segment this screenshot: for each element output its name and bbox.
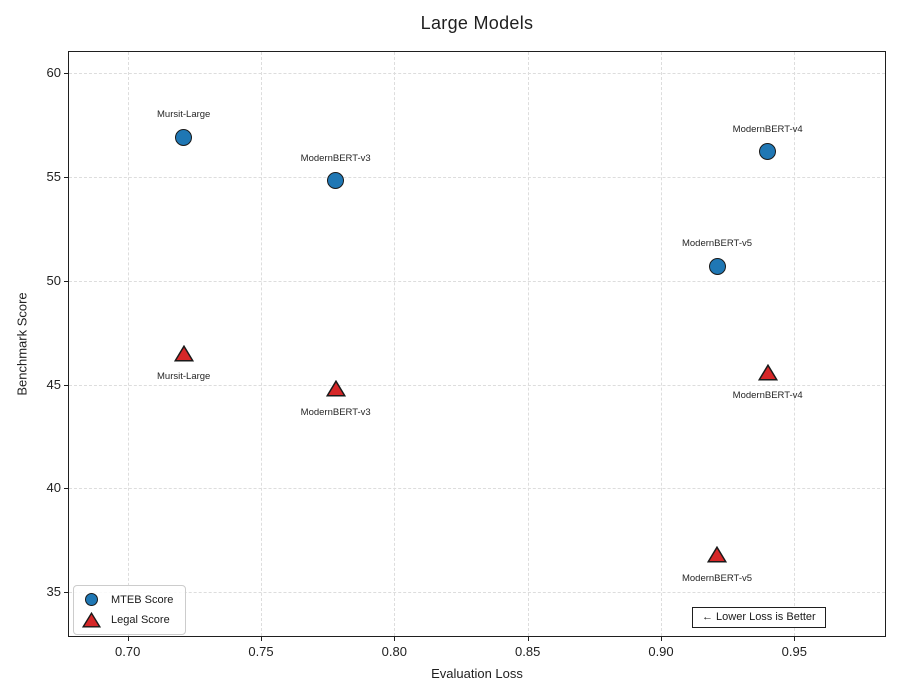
gridline-horizontal <box>69 592 885 594</box>
y-tick-mark <box>64 280 68 282</box>
x-tick-label: 0.80 <box>381 644 407 659</box>
triangle-marker-icon <box>81 611 102 628</box>
scatter-point-triangle <box>706 546 728 563</box>
gridline-horizontal <box>69 488 885 490</box>
scatter-point-circle <box>327 172 345 190</box>
point-label: ModernBERT-v4 <box>732 390 803 402</box>
gridline-vertical <box>394 52 396 636</box>
point-label: ModernBERT-v5 <box>681 238 753 250</box>
y-tick-label: 45 <box>46 376 61 392</box>
point-label: Mursit-Large <box>157 371 211 383</box>
legend: MTEB Score Legal Score <box>73 585 187 635</box>
plot-area: Mursit-Large ModernBERT-v3 ModernBERT-v4 Mo… <box>68 51 886 637</box>
legend-label: MTEB Score <box>111 593 174 606</box>
scatter-point-circle <box>759 143 777 161</box>
circle-marker-icon <box>85 593 98 606</box>
legend-item-legal-score: Legal Score <box>81 610 173 629</box>
y-tick-mark <box>64 488 68 490</box>
y-tick-mark <box>64 592 68 594</box>
scatter-point-triangle <box>173 344 194 362</box>
point-label: ModernBERT-v5 <box>681 572 753 584</box>
x-tick-mark <box>261 637 262 641</box>
gridline-horizontal <box>69 72 885 74</box>
y-tick-mark <box>64 72 68 74</box>
legend-label: Legal Score <box>111 613 170 626</box>
y-tick-mark <box>64 176 68 178</box>
scatter-point-triangle <box>325 379 346 397</box>
gridline-vertical <box>127 52 129 636</box>
x-tick-label: 0.90 <box>648 644 674 659</box>
x-axis-label: Evaluation Loss <box>431 666 523 681</box>
gridline-horizontal <box>69 280 885 282</box>
scatter-point-circle <box>708 257 726 275</box>
y-tick-label: 50 <box>46 272 61 288</box>
point-label: ModernBERT-v4 <box>732 123 803 135</box>
x-tick-mark <box>127 637 129 641</box>
scatter-point-circle <box>175 128 193 146</box>
x-tick-mark <box>527 637 529 641</box>
x-tick-mark <box>794 637 796 641</box>
point-label: Mursit-Large <box>157 109 211 121</box>
point-label: ModernBERT-v3 <box>300 152 371 164</box>
legend-item-mteb-score: MTEB Score <box>82 590 173 609</box>
lower-loss-annotation: ← Lower Loss is Better <box>692 607 826 628</box>
y-tick-label: 55 <box>46 168 61 184</box>
y-tick-label: 40 <box>46 480 61 496</box>
gridline-horizontal <box>69 384 885 386</box>
gridline-vertical <box>527 52 529 636</box>
x-tick-mark <box>661 637 662 641</box>
gridline-horizontal <box>69 176 885 178</box>
chart-title: Large Models <box>420 13 534 33</box>
gridline-vertical <box>261 52 262 636</box>
x-tick-mark <box>394 637 396 641</box>
scatter-point-triangle <box>757 363 778 381</box>
point-label: ModernBERT-v3 <box>300 406 371 418</box>
x-tick-label: 0.70 <box>115 644 141 659</box>
x-tick-label: 0.85 <box>515 644 541 659</box>
gridline-vertical <box>794 52 796 636</box>
y-tick-label: 35 <box>46 584 61 600</box>
x-tick-label: 0.95 <box>781 644 807 659</box>
gridline-vertical <box>661 52 662 636</box>
y-tick-mark <box>64 384 68 386</box>
y-tick-label: 60 <box>46 64 61 80</box>
x-tick-label: 0.75 <box>248 644 274 659</box>
